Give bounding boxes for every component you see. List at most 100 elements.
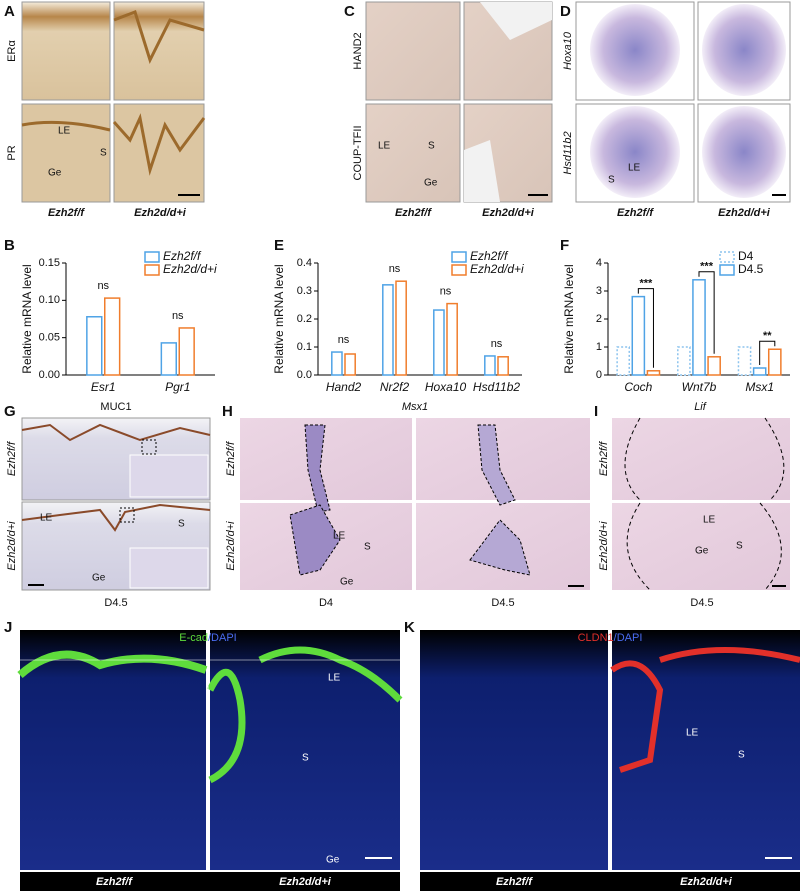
annotation: S [302,753,309,764]
y-tick-label: 0.0 [297,369,312,381]
y-tick-label: 0.2 [297,313,312,325]
significance-bracket [698,271,715,354]
annotation: Ge [92,573,106,584]
y-tick-label: 0.05 [39,332,60,344]
significance-bracket [759,340,776,365]
bar [707,356,721,376]
bar [646,370,661,376]
y-tick-label: 0 [596,369,602,381]
panel-title: MUC1 [100,401,131,413]
annotation: Ge [48,168,62,179]
stain-name: /DAPI [614,632,643,644]
genotype-label: Ezh2f/f [96,876,133,888]
panel-letter: F [560,237,569,254]
significance: ns [172,310,184,322]
row-label: ERα [6,40,18,62]
bar [104,297,121,376]
y-tick-label: 0.10 [39,294,60,306]
genotype-label: Ezh2f/f [496,876,533,888]
panel-letter: E [274,237,284,254]
annotation: S [178,519,185,530]
significance: ns [440,286,452,298]
stain-label: E-cad/DAPI [179,632,236,644]
row-label: Hsd11b2 [562,131,574,174]
y-tick-label: 0.3 [297,285,312,297]
y-tick-label: 0.15 [39,257,60,269]
annotation: Ge [695,546,709,557]
annotation: Ge [326,855,340,866]
x-tick-label: Coch [624,380,652,394]
bar [433,309,445,376]
bar [344,353,356,376]
row-label: Ezh2f/f [225,441,237,476]
panel-letter: H [222,403,233,420]
annotation: S [428,141,435,152]
annotation: LE [333,531,346,542]
significance: ns [491,338,503,350]
panel-letter: J [4,619,12,636]
legend-label: D4.5 [738,262,764,276]
significance: ns [338,334,350,346]
y-tick-label: 3 [596,285,602,297]
legend-label: Ezh2f/f [163,249,202,263]
x-tick-label: Esr1 [91,380,116,394]
significance: ** [763,330,772,342]
annotation: LE [378,141,391,152]
annotation: S [736,541,743,552]
bar [382,284,394,376]
panel-title: Lif [694,401,707,413]
bar [395,280,407,376]
stage-label: D4.5 [491,597,514,609]
row-label: Ezh2d/d+i [225,521,237,571]
bar [752,367,767,376]
annotation: S [608,175,615,186]
bar [737,346,752,376]
genotype-label: Ezh2d/d+i [482,207,535,219]
annotation: LE [628,163,641,174]
legend-label: Ezh2f/f [470,249,509,263]
panel-letter: G [4,403,16,420]
genotype-label: Ezh2d/d+i [680,876,733,888]
bar [497,356,509,376]
bar [160,342,178,376]
x-tick-label: Hsd11b2 [473,380,520,394]
panel-h-images [240,418,590,590]
stage-label: D4 [319,597,333,609]
x-tick-label: Hoxa10 [425,380,467,394]
annotation: Ge [340,577,354,588]
bar [331,351,343,376]
charts: 0.0 0 0.05 0.10 0.15 Relative mRNA level Esr1 n… [20,249,790,394]
legend-label: Ezh2d/d+i [163,262,217,276]
x-tick-label: Msx1 [745,380,774,394]
x-tick-label: Pgr1 [165,380,190,394]
annotation: LE [40,513,53,524]
row-label: Ezh2d/d+i [6,521,18,571]
bar [484,355,496,376]
bar [616,346,631,376]
panel-j-images [17,630,403,891]
genotype-label: Ezh2d/d+i [718,207,771,219]
annotation: LE [58,126,71,137]
stain-name: /DAPI [208,632,237,644]
y-tick-label: 2 [596,313,602,325]
bar [178,327,195,376]
bar [446,302,458,376]
legend-swatch [144,251,160,263]
significance: *** [639,278,653,290]
panel-a-images [21,1,206,203]
legend-swatch [451,251,467,263]
y-axis-label: Relative mRNA level [272,264,286,373]
bar [631,295,646,376]
row-label: Ezh2f/f [598,441,610,476]
legend-label: D4 [738,249,754,263]
panel-i-images [612,417,790,591]
genotype-label: Ezh2f/f [395,207,432,219]
row-label: HAND2 [352,32,364,69]
legend-swatch [719,264,735,276]
significance: *** [700,261,714,273]
stain-name: E-cad [179,632,208,644]
panel-letter: A [4,3,15,20]
bar [677,346,691,376]
annotation: LE [328,673,341,684]
